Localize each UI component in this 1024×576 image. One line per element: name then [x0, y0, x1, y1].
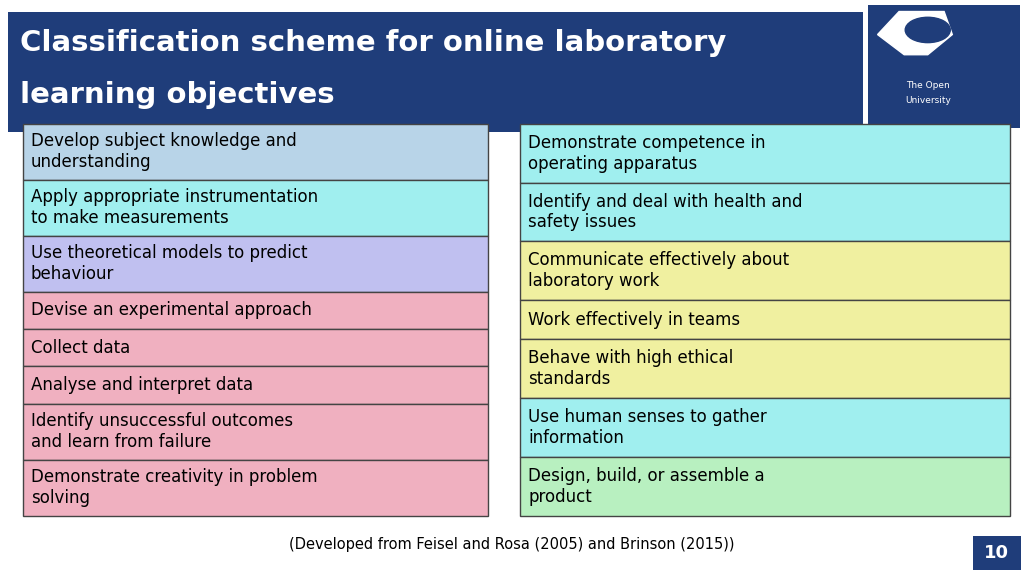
Text: Develop subject knowledge and
understanding: Develop subject knowledge and understand… — [31, 132, 297, 171]
FancyBboxPatch shape — [973, 536, 1021, 570]
FancyBboxPatch shape — [520, 457, 1010, 516]
Text: Identify and deal with health and
safety issues: Identify and deal with health and safety… — [528, 192, 803, 232]
Text: Communicate effectively about
laboratory work: Communicate effectively about laboratory… — [528, 251, 790, 290]
Text: Analyse and interpret data: Analyse and interpret data — [31, 376, 253, 394]
FancyBboxPatch shape — [23, 236, 488, 291]
Text: University: University — [905, 96, 950, 105]
FancyBboxPatch shape — [520, 241, 1010, 300]
FancyBboxPatch shape — [23, 404, 488, 460]
FancyBboxPatch shape — [520, 300, 1010, 339]
Text: Use human senses to gather
information: Use human senses to gather information — [528, 408, 767, 447]
Text: Demonstrate competence in
operating apparatus: Demonstrate competence in operating appa… — [528, 134, 766, 173]
Text: Identify unsuccessful outcomes
and learn from failure: Identify unsuccessful outcomes and learn… — [31, 412, 293, 451]
FancyBboxPatch shape — [520, 183, 1010, 241]
Text: Use theoretical models to predict
behaviour: Use theoretical models to predict behavi… — [31, 244, 307, 283]
FancyBboxPatch shape — [23, 460, 488, 516]
Text: The Open: The Open — [906, 81, 949, 90]
Text: Apply appropriate instrumentation
to make measurements: Apply appropriate instrumentation to mak… — [31, 188, 317, 227]
Text: (Developed from Feisel and Rosa (2005) and Brinson (2015)): (Developed from Feisel and Rosa (2005) a… — [289, 537, 735, 552]
Text: Design, build, or assemble a
product: Design, build, or assemble a product — [528, 467, 765, 506]
Text: Work effectively in teams: Work effectively in teams — [528, 310, 740, 329]
FancyBboxPatch shape — [23, 124, 488, 180]
FancyBboxPatch shape — [520, 339, 1010, 398]
FancyBboxPatch shape — [23, 366, 488, 404]
Text: learning objectives: learning objectives — [20, 81, 335, 109]
Text: 10: 10 — [984, 544, 1010, 562]
FancyBboxPatch shape — [520, 398, 1010, 457]
FancyBboxPatch shape — [23, 329, 488, 366]
Text: Classification scheme for online laboratory: Classification scheme for online laborat… — [20, 29, 727, 57]
FancyBboxPatch shape — [8, 12, 863, 132]
Polygon shape — [878, 12, 952, 55]
Text: Devise an experimental approach: Devise an experimental approach — [31, 301, 311, 319]
FancyBboxPatch shape — [23, 291, 488, 329]
FancyBboxPatch shape — [23, 180, 488, 236]
Text: Demonstrate creativity in problem
solving: Demonstrate creativity in problem solvin… — [31, 468, 317, 507]
Circle shape — [905, 17, 950, 43]
FancyBboxPatch shape — [520, 124, 1010, 183]
Text: Collect data: Collect data — [31, 339, 130, 357]
Text: Behave with high ethical
standards: Behave with high ethical standards — [528, 349, 733, 388]
FancyBboxPatch shape — [868, 5, 1020, 128]
